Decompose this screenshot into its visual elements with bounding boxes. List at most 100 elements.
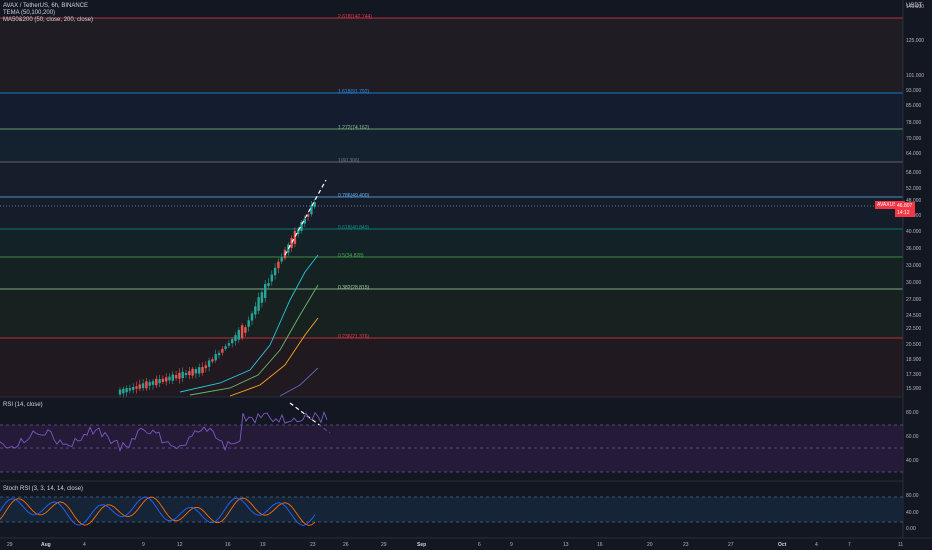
price-tick: 24.500: [906, 313, 922, 319]
fib-band: [0, 338, 903, 397]
date-tick: 20: [647, 542, 653, 548]
price-unit[interactable]: USDT: [906, 3, 923, 9]
date-tick: 4: [815, 542, 818, 548]
price-tick: 20.500: [906, 342, 922, 348]
candle-body: [201, 367, 204, 373]
candle-body: [267, 283, 270, 286]
ma-fast-line: [189, 284, 319, 396]
stoch-tick: 0.00: [906, 526, 916, 532]
date-tick: 23: [683, 542, 689, 548]
candle-body: [188, 371, 191, 376]
symbol-title[interactable]: AVAX / TetherUS, 6h, BINANCE: [3, 3, 89, 9]
fib-label: 1.272(74.162): [338, 125, 370, 131]
fib-band: [0, 18, 903, 93]
candle-body: [138, 384, 141, 389]
date-tick: 4: [83, 542, 86, 548]
candle-body: [270, 274, 273, 282]
price-tick: 52.000: [906, 186, 922, 192]
candle-body: [181, 371, 184, 379]
rsi-divergence-line[interactable]: [289, 402, 331, 434]
date-tick: 16: [225, 542, 231, 548]
last-price-symbol-tag: AVAXUSDT: [875, 201, 905, 209]
candle-body: [310, 205, 313, 215]
candle-body: [158, 379, 161, 384]
candle-body: [260, 292, 264, 303]
price-tick: 85.000: [906, 103, 922, 109]
date-tick: 16: [597, 542, 603, 548]
price-tick: 64.000: [906, 151, 922, 157]
candle-body: [273, 267, 277, 276]
candle-body: [224, 346, 227, 349]
rsi-label[interactable]: RSI (14, close): [3, 402, 43, 408]
date-tick: 19: [260, 542, 266, 548]
candle-body: [165, 377, 168, 382]
moving-average-lines: [179, 254, 319, 397]
candle-body: [247, 320, 250, 327]
date-tick: 29: [381, 542, 387, 548]
candle-body: [240, 325, 244, 338]
overlays: [284, 179, 331, 434]
fib-band: [0, 229, 903, 257]
candle-body: [168, 376, 171, 381]
candle-countdown-tag: 14:12: [895, 209, 915, 217]
candle-body: [194, 369, 198, 374]
candle-body: [293, 231, 297, 244]
candle-body: [214, 354, 217, 361]
candle-body: [254, 306, 257, 315]
stoch-rsi-label[interactable]: Stoch RSI (3, 3, 14, 14, close): [3, 486, 84, 492]
indicator-tema-label[interactable]: TEMA (50,100,200): [3, 10, 56, 16]
price-tick: 125.000: [906, 38, 925, 44]
date-tick: 7: [848, 542, 851, 548]
price-tick: 78.000: [906, 120, 922, 126]
price-tick: 70.000: [906, 136, 922, 142]
price-tick: 18.900: [906, 357, 922, 363]
price-tick: 48.000: [906, 198, 922, 204]
fib-label: 0.382(28.815): [338, 285, 370, 291]
date-tick: 29: [7, 542, 13, 548]
rsi-tick: 40.00: [906, 458, 919, 464]
stoch-rsi-pane[interactable]: [0, 496, 903, 526]
candle-body: [135, 386, 138, 389]
fibonacci-retracement: [0, 17, 903, 397]
date-tick: 26: [343, 542, 349, 548]
price-tick: 93.000: [906, 88, 922, 94]
candle-body: [184, 372, 188, 376]
price-tick: 33.000: [906, 263, 922, 269]
fib-label: 0.618(40.849): [338, 225, 370, 231]
candle-body: [122, 388, 125, 394]
candle-body: [264, 284, 267, 298]
candle-body: [125, 388, 128, 393]
fib-band: [0, 257, 903, 289]
candle-body: [313, 202, 316, 207]
candle-body: [191, 368, 194, 376]
candle-body: [174, 375, 178, 379]
tema-line: [179, 254, 319, 393]
fib-label: 1(60.306): [338, 158, 360, 164]
ma-slow-line: [229, 317, 319, 397]
price-tick: 140.000: [906, 4, 925, 10]
price-tick: 15.900: [906, 386, 922, 392]
price-tick: 30.000: [906, 280, 922, 286]
stoch-tick: 80.00: [906, 493, 919, 499]
fib-label: 0.5(34.828): [338, 253, 364, 259]
candle-body: [306, 214, 310, 217]
rsi-tick: 80.00: [906, 410, 919, 416]
price-tick: 17.300: [906, 372, 922, 378]
price-tick: 40.000: [906, 229, 922, 235]
fib-band: [0, 93, 903, 129]
price-trendline[interactable]: [284, 179, 327, 256]
candle-body: [161, 378, 165, 382]
rsi-pane[interactable]: [0, 410, 903, 473]
indicator-ma-label[interactable]: MA50&200 (50, close, 200, close): [3, 17, 94, 23]
fib-band: [0, 289, 903, 338]
fib-label: 0.236(21.376): [338, 334, 370, 340]
date-tick: 23: [310, 542, 316, 548]
date-tick: 9: [510, 542, 513, 548]
candle-body: [148, 382, 151, 386]
date-tick: 13: [563, 542, 569, 548]
candle-body: [204, 365, 207, 369]
price-tick: 58.000: [906, 170, 922, 176]
price-tick: 27.000: [906, 297, 922, 303]
